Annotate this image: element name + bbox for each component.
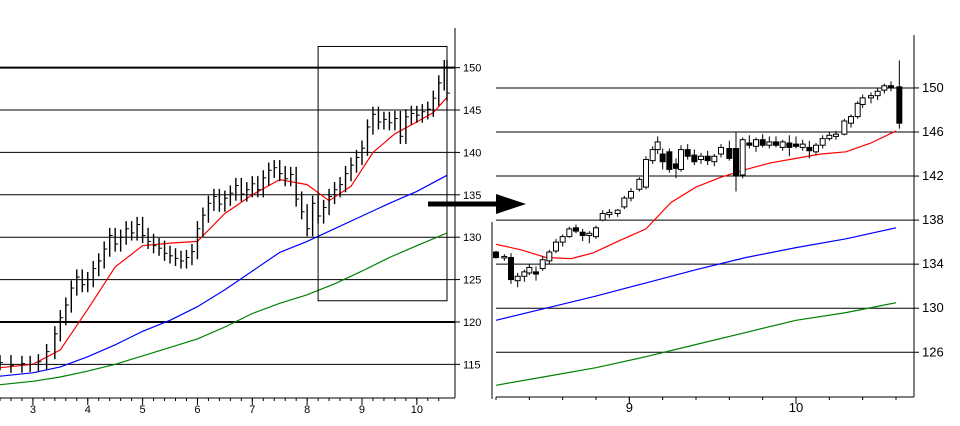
moving-average-line — [495, 227, 897, 321]
x-tick-label: 3 — [30, 404, 36, 416]
candle-body — [726, 148, 733, 159]
moving-average-line — [495, 302, 897, 386]
y-tick-label: 146 — [922, 124, 944, 139]
zoom-box — [317, 45, 448, 302]
zoomed-chart: 126 130 134 138 142 146 150 9 10 — [491, 35, 944, 415]
candle-body — [643, 159, 649, 188]
x-tick-label: 5 — [140, 404, 146, 416]
candle-body — [559, 236, 566, 243]
candle-body — [753, 139, 759, 147]
candle-body — [533, 271, 539, 275]
candle-body — [773, 141, 779, 146]
candle-body — [779, 141, 786, 148]
x-tick-label: 6 — [194, 404, 200, 416]
candle-body — [806, 146, 813, 152]
y-tick-label: 142 — [922, 168, 944, 183]
candle-body — [553, 241, 559, 252]
candle-body — [874, 90, 881, 97]
candle-body — [718, 146, 724, 155]
x-tick-label: 7 — [249, 404, 255, 416]
y-tick-label: 130 — [922, 300, 944, 315]
candle-body — [684, 149, 691, 157]
candle-body — [659, 153, 666, 163]
candle-body — [698, 155, 704, 161]
y-tick-label: 150 — [463, 63, 481, 75]
candle-body — [896, 86, 903, 124]
candle-body — [586, 232, 593, 237]
x-tick-label: 10 — [789, 400, 803, 415]
moving-average-line — [0, 174, 448, 377]
candle-body — [813, 144, 819, 153]
candle-body — [514, 275, 521, 282]
candle-body — [868, 95, 874, 99]
candle-body — [739, 139, 746, 176]
candle-body — [691, 154, 698, 163]
candle-body — [579, 231, 586, 237]
candle-body — [711, 155, 718, 163]
x-tick-label: 9 — [359, 404, 365, 416]
y-tick-label: 126 — [922, 344, 944, 359]
candle-body — [888, 85, 894, 89]
y-tick-label: 140 — [463, 147, 481, 159]
candle-body — [666, 151, 673, 170]
y-tick-label: 150 — [922, 80, 944, 95]
candle-body — [746, 142, 753, 146]
candle-body — [628, 190, 634, 199]
candle-body — [881, 85, 888, 91]
candle-body — [606, 211, 613, 216]
candle-body — [521, 271, 528, 277]
moving-average-line — [0, 232, 448, 386]
candle-body — [673, 163, 679, 169]
candle-body — [786, 142, 793, 148]
candle-body — [566, 228, 573, 238]
y-tick-label: 115 — [463, 359, 481, 371]
y-tick-label: 135 — [463, 190, 481, 202]
arrow-head — [496, 194, 526, 214]
candle-body — [793, 143, 799, 147]
y-tick-label: 120 — [463, 317, 481, 329]
candle-body — [493, 251, 499, 259]
candle-body — [848, 116, 854, 124]
candle-body — [859, 97, 866, 105]
x-tick-label: 4 — [85, 404, 91, 416]
candle-body — [654, 141, 661, 151]
candle-body — [526, 266, 533, 274]
candle-body — [573, 227, 579, 232]
candle-body — [819, 138, 826, 146]
x-tick-label: 9 — [626, 400, 633, 415]
candle-body — [826, 134, 833, 140]
candle-body — [508, 257, 514, 281]
y-tick-label: 134 — [922, 256, 944, 271]
y-tick-label: 138 — [922, 212, 944, 227]
candle-body — [704, 155, 711, 162]
y-tick-label: 130 — [463, 232, 481, 244]
x-tick-label: 10 — [411, 404, 423, 416]
candle-body — [841, 120, 848, 135]
candle-body — [614, 209, 621, 214]
zoom-arrow — [428, 194, 526, 214]
y-tick-label: 125 — [463, 275, 481, 287]
candle-body — [621, 197, 628, 208]
x-tick-label: 8 — [304, 404, 310, 416]
y-tick-label: 145 — [463, 105, 481, 117]
candle-body — [649, 149, 656, 162]
candle-body — [854, 102, 861, 118]
candle-body — [539, 259, 546, 270]
overview-chart: 115 120 125 130 135 140 145 150 3 4 5 6 7 8 9 10 — [0, 28, 481, 416]
moving-average-line — [495, 130, 897, 260]
candle-body — [759, 139, 766, 146]
candle-body — [599, 212, 606, 221]
candle-body — [833, 133, 839, 137]
candle-body — [501, 255, 508, 259]
candle-body — [733, 148, 739, 177]
candle-body — [766, 141, 773, 146]
candle-body — [678, 149, 684, 170]
candle-body — [593, 227, 599, 238]
candle-body — [546, 251, 553, 262]
candle-body — [636, 178, 643, 190]
candle-body — [799, 143, 806, 148]
